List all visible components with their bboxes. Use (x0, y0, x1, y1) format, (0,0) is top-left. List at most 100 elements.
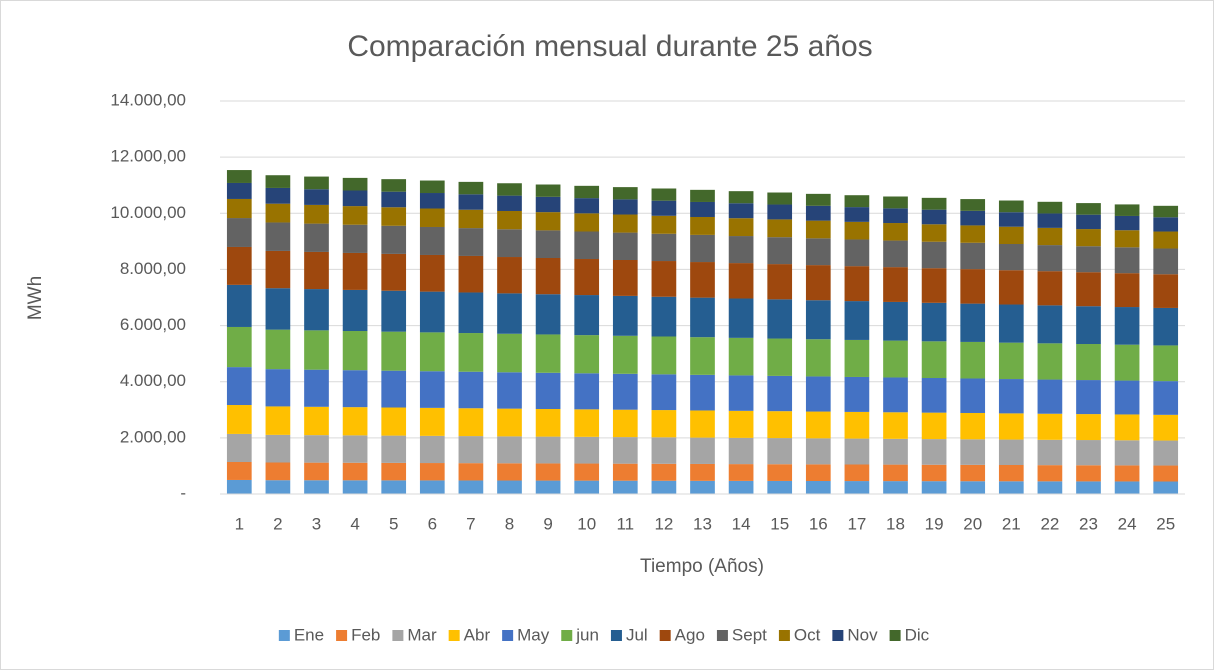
bar-segment (728, 375, 754, 411)
bar-segment (921, 481, 947, 494)
bar-segment (342, 206, 368, 225)
bar-segment (690, 410, 715, 438)
legend-swatch (392, 630, 404, 641)
bar-segment (458, 371, 484, 409)
bar-segment (1037, 343, 1063, 380)
bar-segment (844, 266, 870, 302)
legend-label: Ene (294, 625, 324, 644)
bar-segment (1037, 305, 1063, 344)
bar-segment (265, 329, 291, 370)
x-tick-label: 12 (654, 514, 673, 533)
legend-swatch (610, 630, 622, 641)
bar-segment (767, 480, 793, 494)
bar-segment (226, 284, 252, 327)
bar-segment (419, 180, 445, 194)
bar-segment (1153, 381, 1179, 415)
bar-segment (497, 257, 522, 294)
bar-segment (265, 187, 291, 204)
bar-segment (998, 270, 1024, 305)
bar-segment (844, 376, 870, 412)
bar-segment (728, 236, 754, 264)
bar-segment (651, 437, 677, 464)
bar-segment (1076, 380, 1101, 415)
bar-segment (612, 409, 638, 438)
bar-segment (265, 434, 291, 463)
bar-segment (535, 212, 561, 231)
bar-segment (690, 297, 715, 338)
bar-segment (419, 208, 445, 227)
bar-segment (1114, 380, 1140, 415)
bar-segment (419, 407, 445, 436)
bar-segment (998, 200, 1024, 213)
bar-segment (497, 480, 522, 494)
bar-segment (1114, 481, 1140, 494)
bar-segment (304, 369, 329, 407)
bar-segment (497, 195, 522, 211)
bar-segment (921, 302, 947, 342)
bar-segment (381, 290, 407, 332)
legend-label: Oct (794, 625, 821, 644)
bar-segment (265, 480, 291, 494)
legend-swatch (659, 630, 671, 641)
bar-segment (574, 436, 600, 464)
bar-segment (458, 408, 484, 437)
bar-segment (1037, 379, 1063, 414)
bar-segment (1037, 213, 1063, 228)
bar-segment (805, 339, 831, 377)
bar-segment (767, 375, 793, 412)
x-tick-label: 2 (273, 514, 282, 533)
bar-segment (651, 296, 677, 337)
bar-segment (304, 462, 329, 481)
bar-segment (1114, 307, 1140, 345)
bar-segment (612, 295, 638, 336)
x-axis-title: Tiempo (Años) (640, 556, 764, 577)
bar-segment (844, 301, 870, 340)
bar-segment (921, 268, 947, 303)
bar-segment (381, 179, 407, 192)
x-tick-label: 15 (770, 514, 789, 533)
bar-segment (574, 185, 600, 199)
bar-segment (921, 378, 947, 413)
bar-segment (265, 288, 291, 330)
bar-segment (805, 411, 831, 439)
bar-segment (612, 480, 638, 494)
bar-segment (574, 213, 600, 232)
bar-segment (226, 367, 252, 406)
bar-segment (612, 214, 638, 233)
y-tick-label: 10.000,00 (110, 203, 186, 222)
legend-label: Dic (905, 625, 930, 644)
bar-segment (883, 438, 908, 465)
bar-segment (342, 190, 368, 207)
bar-segment (1076, 414, 1101, 441)
x-tick-label: 19 (925, 514, 944, 533)
bar-segment (342, 177, 368, 191)
legend-swatch (448, 630, 460, 641)
bar-segment (419, 193, 445, 209)
x-tick-label: 21 (1002, 514, 1021, 533)
bar-segment (497, 408, 522, 437)
bar-segment (419, 463, 445, 481)
bar-segment (844, 221, 870, 240)
bar-segment (574, 463, 600, 481)
bar-segment (883, 301, 908, 341)
bar-segment (419, 332, 445, 372)
bar-segment (728, 191, 754, 204)
legend-swatch (561, 630, 573, 641)
bar-segment (304, 189, 329, 205)
bar-segment (921, 412, 947, 440)
bar-segment (690, 463, 715, 481)
x-tick-label: 7 (466, 514, 475, 533)
bar-segment (805, 376, 831, 412)
bar-segment (805, 193, 831, 206)
bar-segment (690, 437, 715, 464)
bar-segment (767, 219, 793, 238)
bar-segment (1076, 465, 1101, 482)
bar-segment (1153, 307, 1179, 346)
y-axis-title: MWh (25, 276, 46, 320)
x-tick-label: 23 (1079, 514, 1098, 533)
bar-segment (304, 251, 329, 290)
bar-segment (728, 464, 754, 481)
bar-segment (960, 378, 986, 413)
bar-segment (805, 438, 831, 465)
bar-segment (690, 480, 715, 494)
